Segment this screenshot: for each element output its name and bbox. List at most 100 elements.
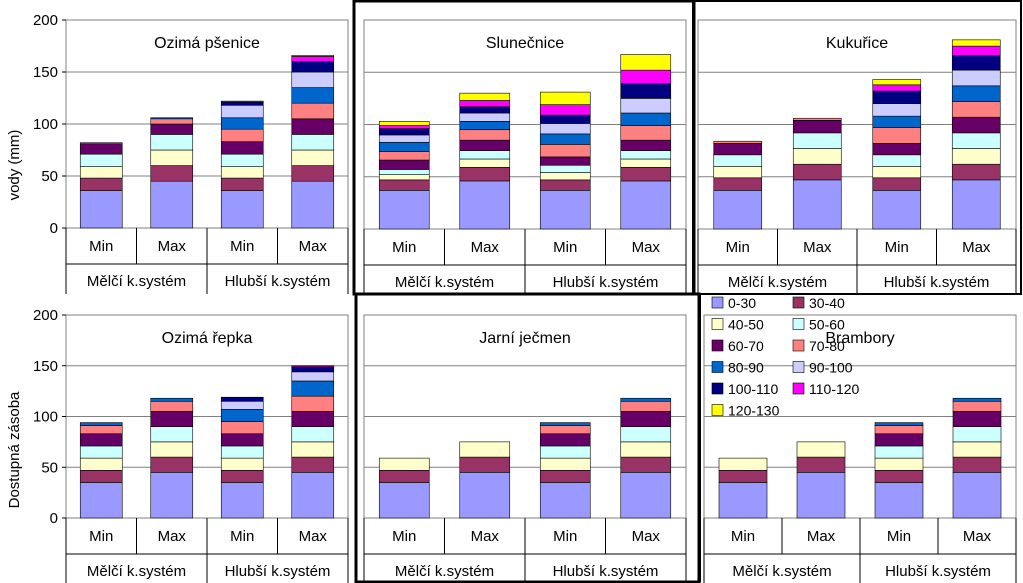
y-axis-label-top: vody (mm) — [6, 130, 23, 201]
group-label: Mělčí k.systém — [732, 563, 831, 580]
bar-segment-60-70 — [792, 120, 842, 134]
group-label: Mělčí k.systém — [395, 274, 494, 291]
bar-segment-40-50 — [459, 158, 511, 168]
group-label: Hlubší k.systém — [885, 563, 991, 580]
bar-segment-80-90 — [220, 409, 264, 422]
bar-2 — [459, 92, 511, 230]
bar-1 — [713, 140, 763, 230]
bar-segment-50-60 — [620, 150, 672, 160]
y-tick-label: 200 — [33, 12, 58, 29]
x-tick-label: Max — [299, 528, 328, 545]
bar-segment-60-70 — [79, 433, 123, 447]
legend-label: 60-70 — [728, 338, 764, 354]
bar-segment-70-80 — [150, 118, 194, 125]
bar-segment-90-100 — [459, 112, 511, 122]
legend-swatch — [792, 339, 805, 352]
bar-segment-50-60 — [291, 134, 335, 151]
y-tick-label: 100 — [33, 409, 58, 426]
y-tick-label: 100 — [33, 116, 58, 133]
bar-segment-50-60 — [951, 132, 1001, 149]
bar-segment-70-80 — [79, 425, 123, 435]
bar-segment-0-30 — [459, 180, 511, 230]
bar-4 — [291, 365, 335, 519]
bar-segment-110-120 — [291, 56, 335, 62]
bar-segment-100-110 — [539, 114, 591, 124]
bar-segment-0-30 — [79, 482, 123, 519]
bar-segment-60-70 — [620, 411, 672, 427]
legend-item-30-40: 30-40 — [792, 295, 845, 311]
x-tick-label: Max — [632, 239, 661, 256]
y-tick-label: 200 — [33, 307, 58, 324]
legend-item-100-110: 100-110 — [711, 381, 779, 397]
x-tick-label: Max — [471, 239, 500, 256]
bar-segment-60-70 — [150, 123, 194, 135]
bar-segment-120-130 — [291, 55, 335, 57]
group-label: Mělčí k.systém — [87, 273, 186, 290]
bar-segment-80-90 — [150, 397, 194, 402]
bar-segment-40-50 — [79, 457, 123, 471]
bar-segment-110-120 — [220, 100, 264, 103]
x-tick-label: Min — [89, 238, 113, 255]
legend-swatch — [711, 339, 724, 352]
legend-label: 80-90 — [728, 360, 764, 376]
x-tick-label: Max — [471, 528, 500, 545]
bar-segment-80-90 — [220, 117, 264, 130]
legend-label: 30-40 — [809, 295, 845, 311]
bar-segment-0-30 — [378, 190, 430, 230]
chart-panel-6: Brambory Min Max Min Max Mělčí k.systém Hlubší… — [703, 314, 1017, 583]
bar-2 — [150, 397, 194, 519]
bar-segment-90-100 — [620, 98, 672, 114]
legend-swatch — [792, 296, 805, 309]
legend-label: 90-100 — [809, 360, 853, 376]
bar-segment-50-60 — [872, 154, 922, 167]
chart-title: Ozimá pšenice — [154, 35, 260, 52]
bar-segment-120-130 — [459, 92, 511, 101]
chart-title: Slunečnice — [486, 35, 564, 52]
bar-segment-70-80 — [539, 425, 591, 435]
bar-segment-60-70 — [220, 141, 264, 155]
bar-2 — [459, 441, 511, 519]
bar-segment-30-40 — [796, 456, 846, 473]
bar-segment-0-30 — [150, 472, 194, 519]
bar-segment-80-90 — [874, 422, 924, 426]
legend-item-60-70: 60-70 — [711, 338, 764, 354]
legend-label: 110-120 — [809, 381, 860, 397]
chart-panel-4: 0 50 100 150 200 Ozimá řepka Min Max Min Max Mělčí… — [33, 307, 349, 583]
bar-segment-30-40 — [220, 469, 264, 483]
bar-segment-40-50 — [378, 174, 430, 181]
y-tick-label: 50 — [41, 459, 58, 476]
bar-segment-100-110 — [378, 128, 430, 136]
bar-segment-30-40 — [459, 167, 511, 182]
bar-segment-0-30 — [539, 190, 591, 230]
bar-segment-50-60 — [792, 132, 842, 149]
bar-segment-40-50 — [378, 457, 430, 471]
bar-4 — [291, 55, 335, 229]
bar-2 — [792, 117, 842, 230]
bar-segment-0-30 — [220, 482, 264, 519]
x-tick-label: Min — [230, 238, 254, 255]
bar-segment-0-30 — [291, 180, 335, 229]
legend-label: 0-30 — [728, 295, 756, 311]
legend-swatch — [711, 296, 724, 309]
bar-segment-30-40 — [792, 163, 842, 181]
bar-1 — [378, 457, 430, 519]
bar-segment-90-100 — [378, 134, 430, 143]
bar-segment-50-60 — [291, 426, 335, 443]
legend-item-80-90: 80-90 — [711, 360, 764, 376]
bar-segment-30-40 — [718, 469, 768, 483]
bar-segment-30-40 — [378, 469, 430, 483]
bar-segment-50-60 — [874, 445, 924, 459]
bar-segment-60-70 — [951, 116, 1001, 134]
bar-segment-0-30 — [872, 190, 922, 230]
bar-segment-30-40 — [220, 177, 264, 191]
x-tick-label: Max — [962, 239, 991, 256]
bar-segment-40-50 — [718, 457, 768, 471]
bar-3 — [539, 91, 591, 230]
bar-segment-100-110 — [220, 101, 264, 106]
bar-segment-0-30 — [951, 179, 1001, 230]
x-tick-label: Max — [158, 238, 187, 255]
legend-item-50-60: 50-60 — [792, 317, 845, 333]
bar-segment-100-110 — [951, 55, 1001, 71]
legend-item-40-50: 40-50 — [711, 317, 764, 333]
x-tick-label: Min — [392, 528, 416, 545]
